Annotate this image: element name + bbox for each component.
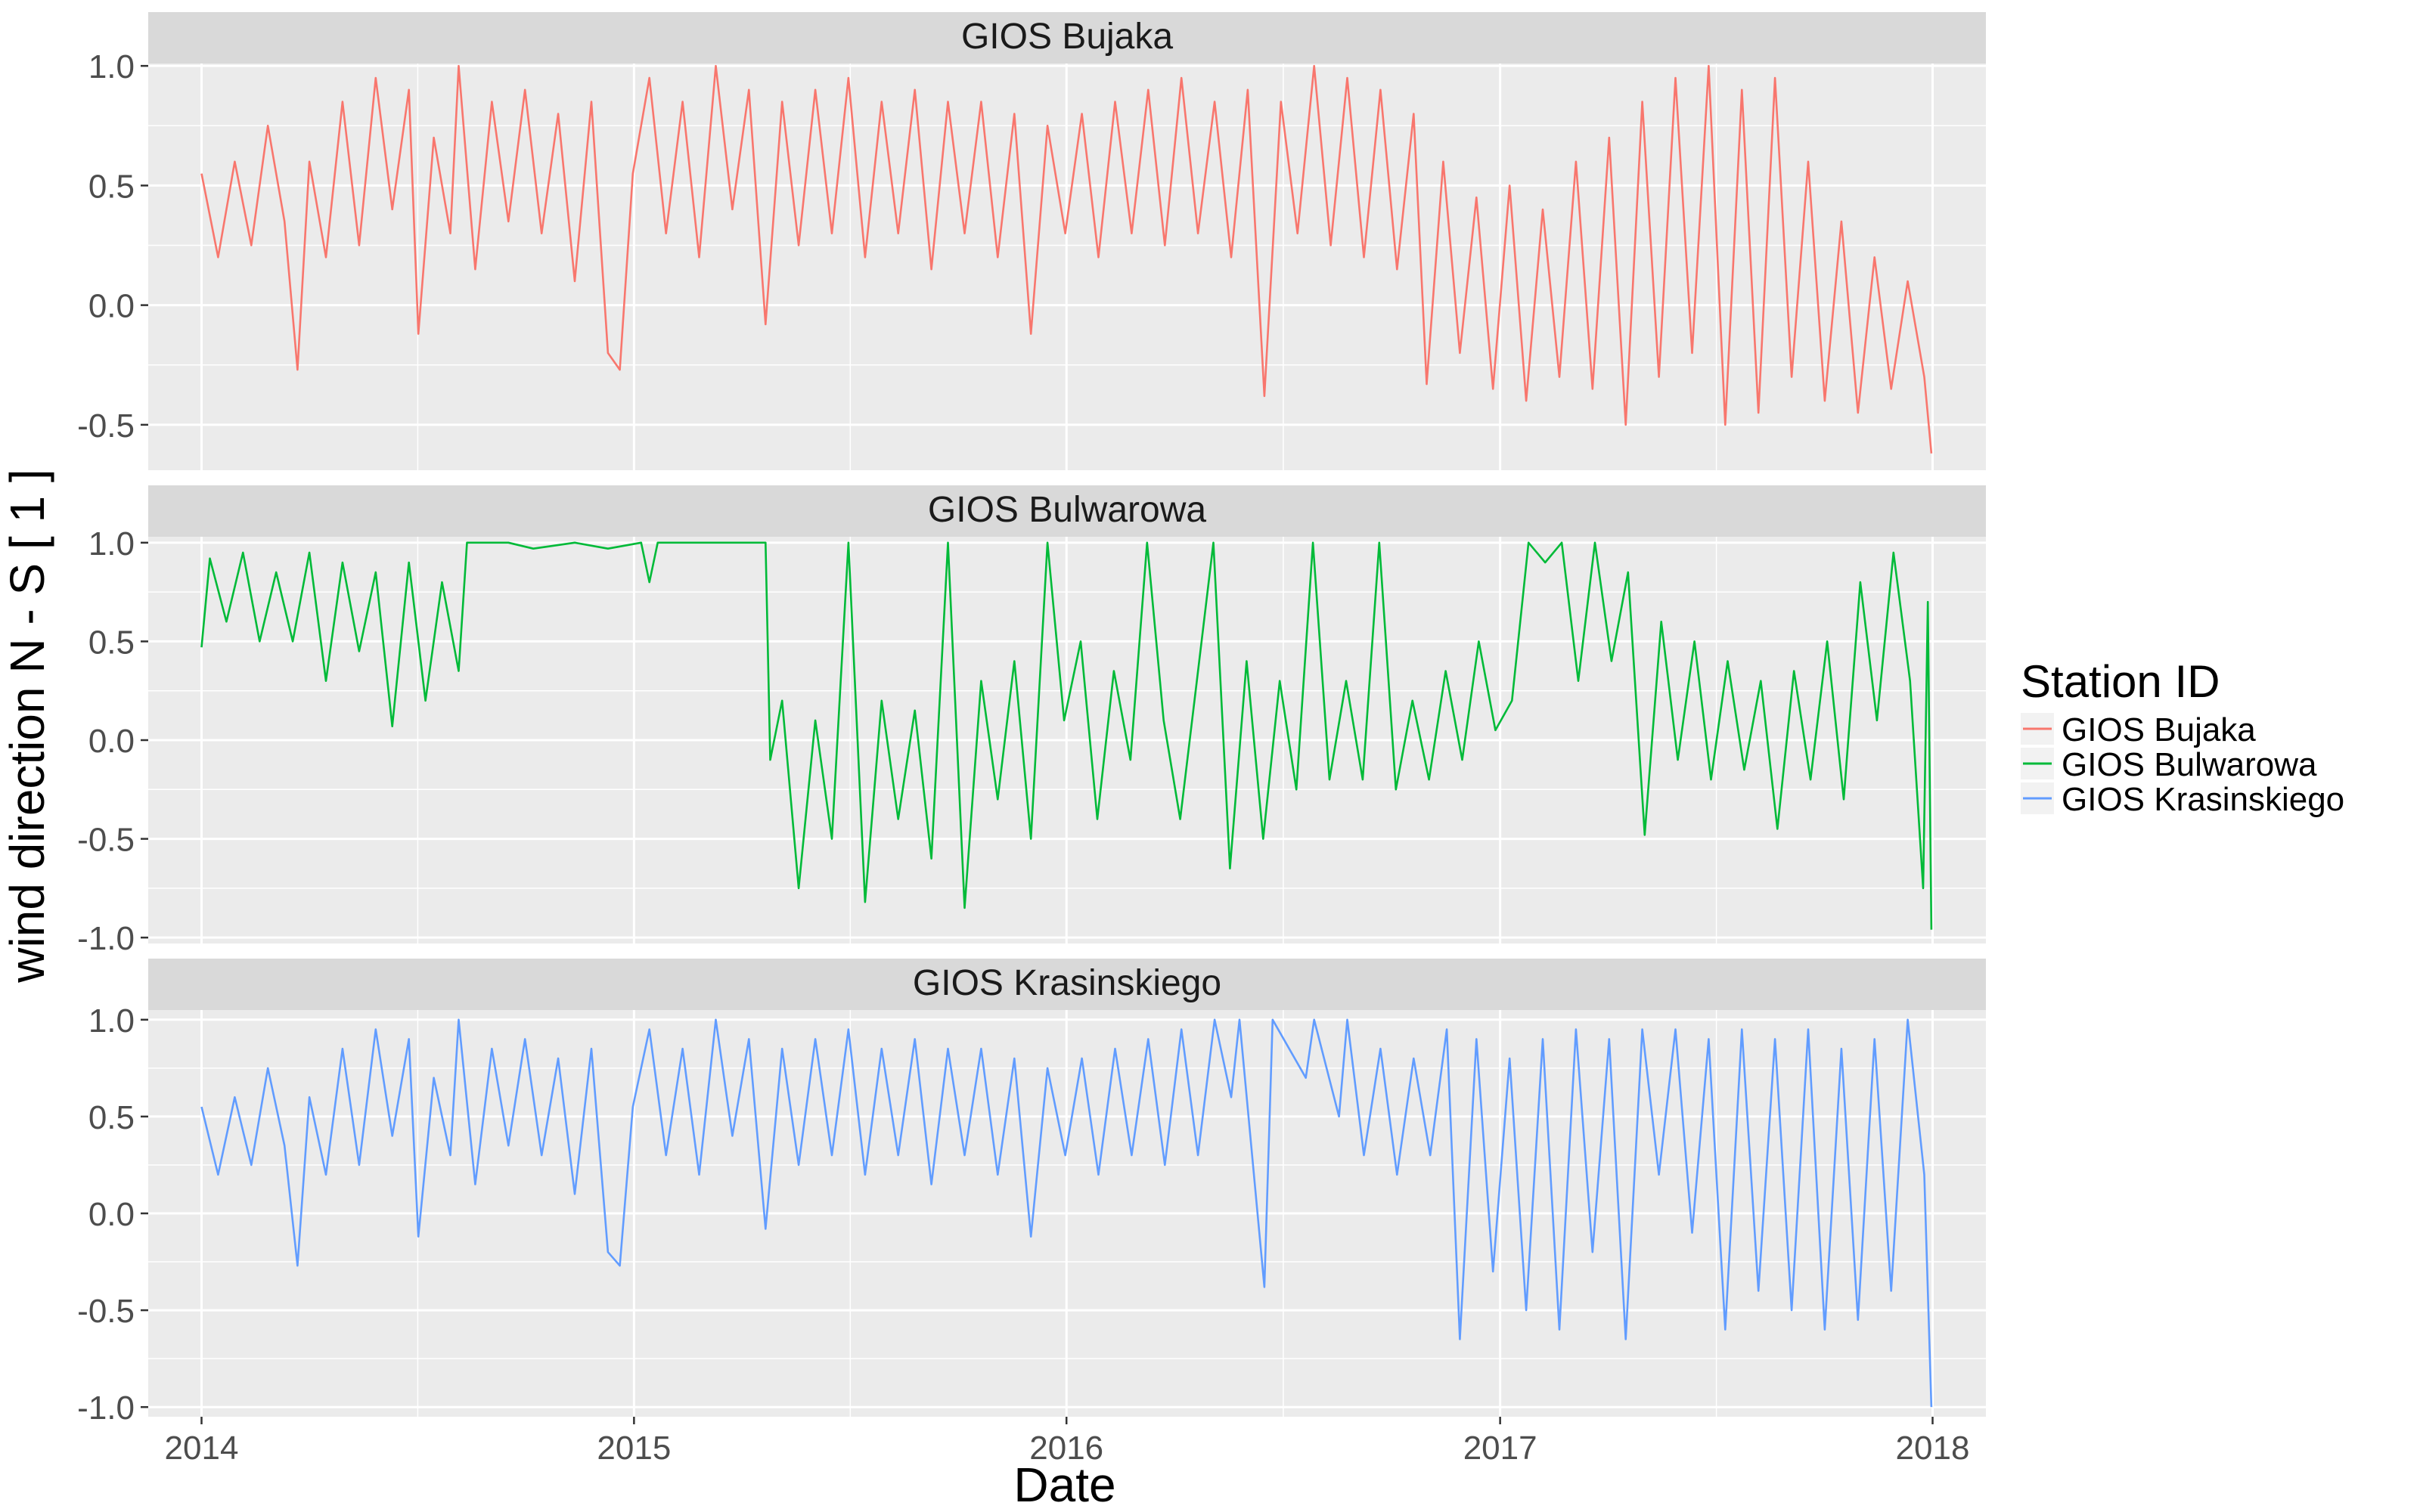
facet-panel: GIOS Bulwarowa -1.0 -0.5 0.0 0.5 1.0 [77, 485, 1986, 957]
facet-strip [148, 12, 1986, 64]
facet-panel: GIOS Krasinskiego -1.0 -0.5 0.0 0.5 1.0 [77, 959, 1986, 1427]
legend-entry: GIOS Bujaka [2062, 711, 2256, 748]
facet-strip-label: GIOS Bulwarowa [928, 490, 1206, 530]
x-tick-label: 2015 [597, 1430, 671, 1467]
y-tick-label: -0.5 [77, 407, 135, 445]
y-tick-label: 0.5 [88, 168, 135, 205]
x-axis: 2014 2015 2016 2017 2018 [165, 1417, 1970, 1467]
y-tick-label: -0.5 [77, 822, 135, 859]
facet-strip-label: GIOS Krasinskiego [913, 963, 1221, 1003]
facet-strip-label: GIOS Bujaka [961, 17, 1173, 57]
y-tick-label: -1.0 [77, 1390, 135, 1427]
y-tick-label: 1.0 [88, 48, 135, 85]
series-line-gios-bulwarowa [200, 541, 1933, 930]
y-tick-label: -1.0 [77, 920, 135, 957]
facet-strip [148, 485, 1986, 537]
x-tick-label: 2016 [1029, 1430, 1103, 1467]
x-tick-label: 2018 [1896, 1430, 1970, 1467]
y-tick-label: 0.5 [88, 624, 135, 661]
series-line-gios-krasinskiego [200, 1018, 1933, 1408]
x-axis-label: Date [1013, 1458, 1115, 1512]
facet-strip [148, 959, 1986, 1010]
y-tick-label: 1.0 [88, 525, 135, 562]
legend-entry: GIOS Krasinskiego [2062, 781, 2344, 818]
y-tick-label: 0.5 [88, 1099, 135, 1136]
y-tick-label: -0.5 [77, 1293, 135, 1330]
facet-panels: GIOS Bujaka -0.5 0.0 0.5 1.0 GIOS Bulwarowa -1… [77, 12, 1986, 1427]
series-line-gios-bujaka [200, 64, 1933, 454]
y-tick-label: 0.0 [88, 1196, 135, 1233]
facet-panel: GIOS Bujaka -0.5 0.0 0.5 1.0 [77, 12, 1986, 470]
y-tick-label: 0.0 [88, 723, 135, 760]
x-tick-label: 2014 [165, 1430, 239, 1467]
legend-entry: GIOS Bulwarowa [2062, 746, 2317, 783]
y-tick-label: 1.0 [88, 1002, 135, 1040]
legend-title: Station ID [2021, 656, 2220, 707]
y-tick-label: 0.0 [88, 288, 135, 325]
x-tick-label: 2017 [1463, 1430, 1537, 1467]
y-axis-label: wind direction N - S [ 1 ] [0, 469, 54, 983]
